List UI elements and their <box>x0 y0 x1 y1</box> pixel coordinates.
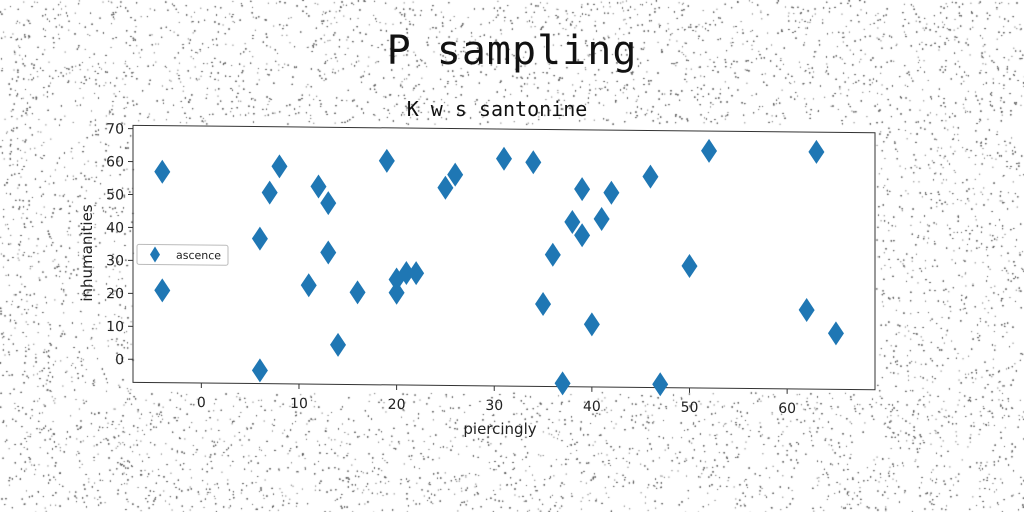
axes-frame <box>132 124 876 391</box>
legend-box <box>136 243 229 266</box>
scatter-point <box>251 226 268 251</box>
y-axis: 0 10 20 30 40 50 60 70 <box>106 121 133 368</box>
scatter-point <box>378 148 395 173</box>
x-tick-label: 0 <box>197 395 206 411</box>
scatter-point <box>564 209 581 234</box>
scatter-point <box>251 358 268 383</box>
scatter-point <box>827 321 844 346</box>
x-tick-label: 30 <box>485 398 503 414</box>
scatter-point <box>330 332 347 357</box>
scatter-point <box>574 177 591 202</box>
scatter-point <box>447 162 464 187</box>
y-tick-label: 10 <box>106 319 124 335</box>
scatter-point <box>320 240 337 265</box>
x-tick-label: 50 <box>681 400 699 416</box>
y-tick-label: 20 <box>106 286 124 302</box>
x-tick-label: 60 <box>778 401 796 417</box>
y-tick-label: 0 <box>115 352 124 368</box>
scatter-point <box>583 312 600 337</box>
scatter-point <box>154 278 171 303</box>
scatter-point <box>544 242 561 267</box>
y-tick-label: 40 <box>106 220 124 236</box>
x-tick-label: 20 <box>388 397 406 413</box>
x-tick-label: 10 <box>290 396 308 412</box>
y-tick-label: 60 <box>106 154 124 170</box>
scatter-point <box>593 206 610 231</box>
scatter-point <box>525 150 542 175</box>
x-axis: 0 10 20 30 40 50 60 <box>197 383 796 417</box>
scatter-point <box>261 180 278 205</box>
scatter-point <box>574 223 591 248</box>
scatter-point <box>535 292 552 317</box>
scatter-point <box>271 154 288 179</box>
legend-label: ascence <box>176 249 221 262</box>
figure-title: P sampling <box>386 28 638 74</box>
scatter-point <box>554 371 571 396</box>
y-tick-label: 50 <box>106 187 124 203</box>
scatter-point <box>652 372 669 397</box>
scatter-point <box>300 273 317 298</box>
scatter-point <box>808 139 825 164</box>
scatter-point <box>701 138 718 163</box>
plot-area: 0 10 20 30 40 50 60 70 0 10 20 30 40 50 60 ascence <box>106 121 876 417</box>
x-tick-label: 40 <box>583 399 601 415</box>
scatter-point <box>154 159 171 184</box>
y-axis-title: inhumanities <box>78 204 96 301</box>
scatter-point <box>603 180 620 205</box>
scatter-point <box>388 280 405 305</box>
scatter-point <box>408 261 425 286</box>
scatter-point <box>642 164 659 189</box>
scatter-point <box>496 146 512 171</box>
y-tick-label: 30 <box>106 253 124 269</box>
legend-marker-icon <box>150 246 160 263</box>
scatter-point <box>437 175 454 200</box>
scatter-point <box>681 253 698 278</box>
legend: ascence <box>136 243 229 266</box>
scatter-point <box>398 261 415 286</box>
scatter-point <box>349 280 366 305</box>
scatter-point <box>310 174 327 199</box>
scatter-point <box>798 297 815 322</box>
data-points <box>154 138 844 397</box>
chart-subtitle: K w s santonine <box>407 97 588 121</box>
x-axis-title: piercingly <box>463 420 536 438</box>
scatter-point <box>320 191 337 216</box>
y-tick-label: 70 <box>106 121 124 137</box>
scatter-point <box>388 267 405 292</box>
